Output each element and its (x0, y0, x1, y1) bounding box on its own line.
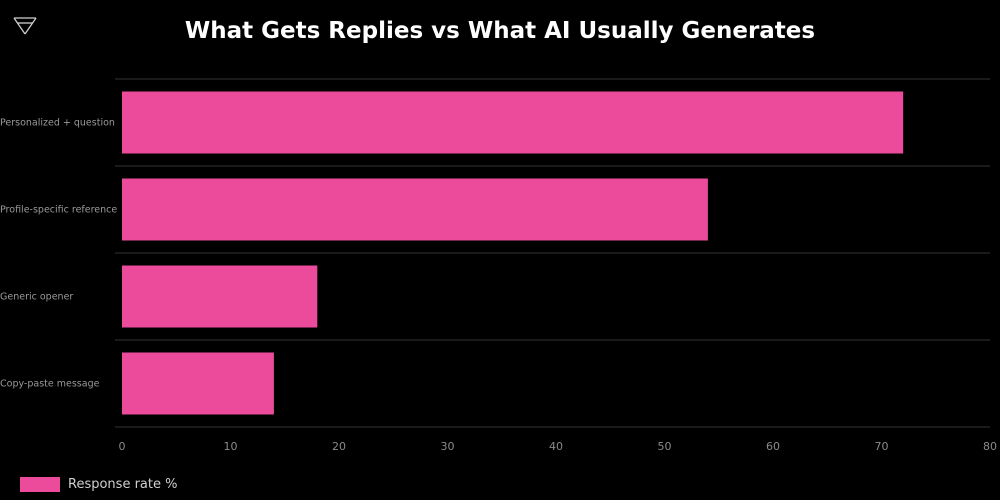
bar-chart: Personalized + question Profile-specific … (0, 78, 998, 453)
bar (122, 352, 274, 415)
bar (122, 178, 708, 241)
category-labels: Personalized + question Profile-specific … (0, 118, 117, 390)
category-label: Profile-specific reference (0, 205, 117, 216)
x-tick-label: 20 (332, 440, 346, 453)
chart-title: What Gets Replies vs What AI Usually Gen… (184, 18, 816, 44)
x-tick-label: 0 (119, 440, 126, 453)
category-label: Generic opener (0, 292, 73, 303)
bars (122, 91, 904, 415)
x-tick-label: 30 (441, 440, 455, 453)
triangle-logo-icon (13, 17, 37, 35)
x-tick-label: 60 (766, 440, 780, 453)
bar (122, 91, 904, 154)
x-tick-label: 50 (658, 440, 672, 453)
category-label: Personalized + question (0, 118, 115, 129)
x-tick-label: 40 (549, 440, 563, 453)
legend-swatch (20, 476, 60, 492)
x-tick-label: 80 (983, 440, 997, 453)
legend-label: Response rate % (68, 476, 178, 492)
x-tick-label: 70 (875, 440, 889, 453)
gridlines (115, 78, 990, 428)
category-label: Copy-paste message (0, 379, 100, 390)
x-tick-label: 10 (224, 440, 238, 453)
bar (122, 265, 318, 328)
legend: Response rate % (20, 475, 177, 493)
x-axis-ticks: 0 10 20 30 40 50 60 70 80 (119, 440, 998, 453)
